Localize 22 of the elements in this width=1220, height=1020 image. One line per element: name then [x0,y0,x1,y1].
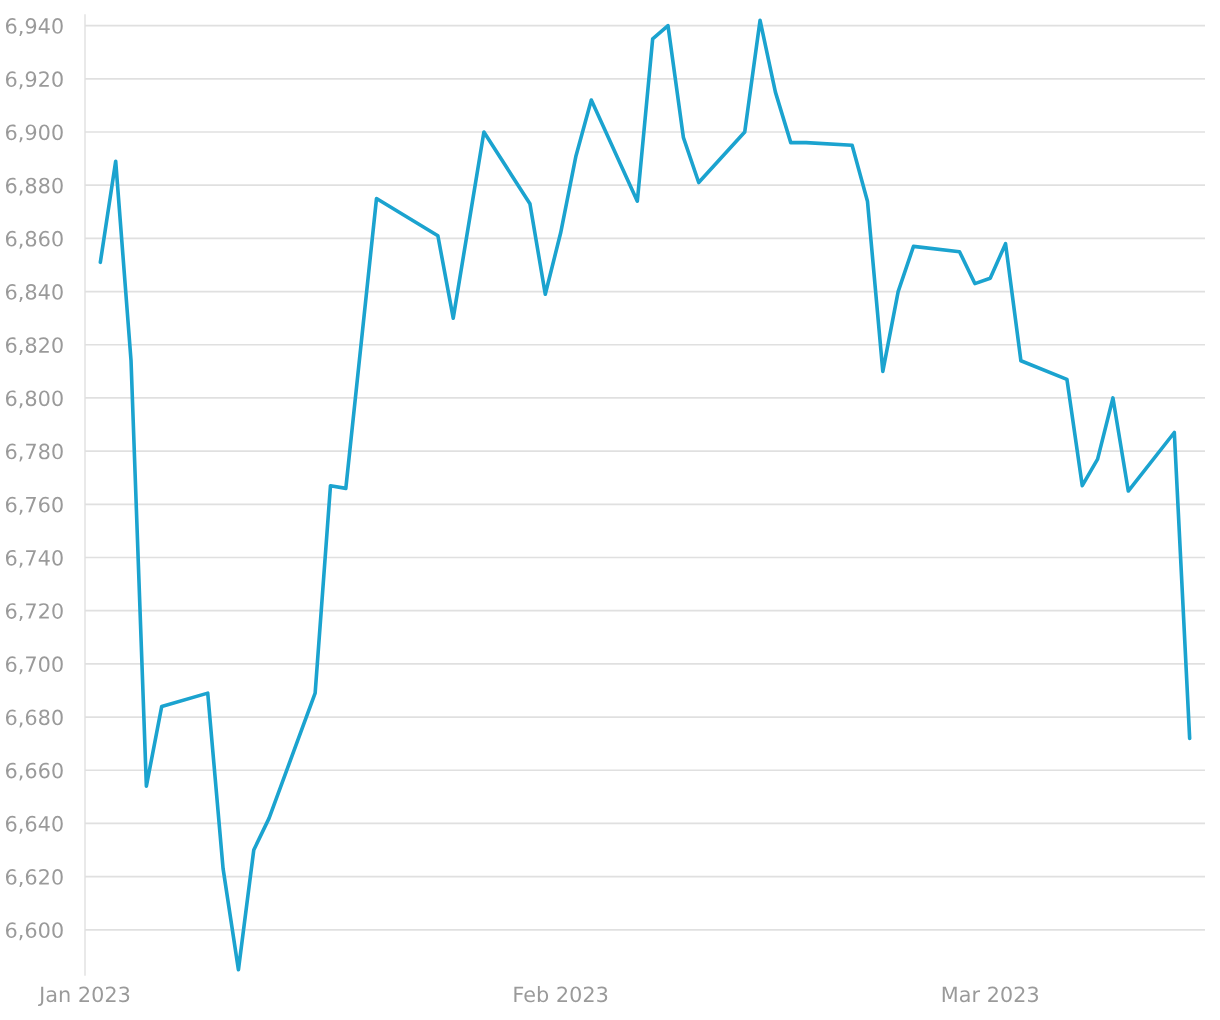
y-tick-label: 6,920 [5,71,63,90]
y-tick-label: 6,720 [5,603,63,622]
y-tick-label: 6,620 [5,869,63,887]
y-tick-label: 6,740 [5,549,63,568]
y-tick-label: 6,840 [5,284,63,302]
x-tick-label: Jan 2023 [38,986,130,1007]
y-tick-label: 6,860 [5,230,63,249]
y-tick-label: 6,640 [5,815,63,834]
x-tick-label: Mar 2023 [942,986,1039,1003]
line-series [98,18,1192,972]
y-tick-label: 6,760 [5,496,63,515]
y-tick-label: 6,780 [5,443,63,462]
y-tick-label: 6,940 [5,18,63,36]
y-tick-label: 6,820 [5,337,63,356]
y-tick-label: 6,660 [5,762,63,781]
y-tick-label: 6,800 [5,390,63,409]
y-tick-label: 6,600 [5,922,63,941]
y-tick-label: 6,700 [5,656,63,675]
y-tick-label: 6,900 [5,124,63,143]
y-tick-label: 6,880 [5,177,63,196]
x-tick-label: Feb 2023 [514,986,608,1003]
y-tick-label: 6,680 [5,709,63,728]
